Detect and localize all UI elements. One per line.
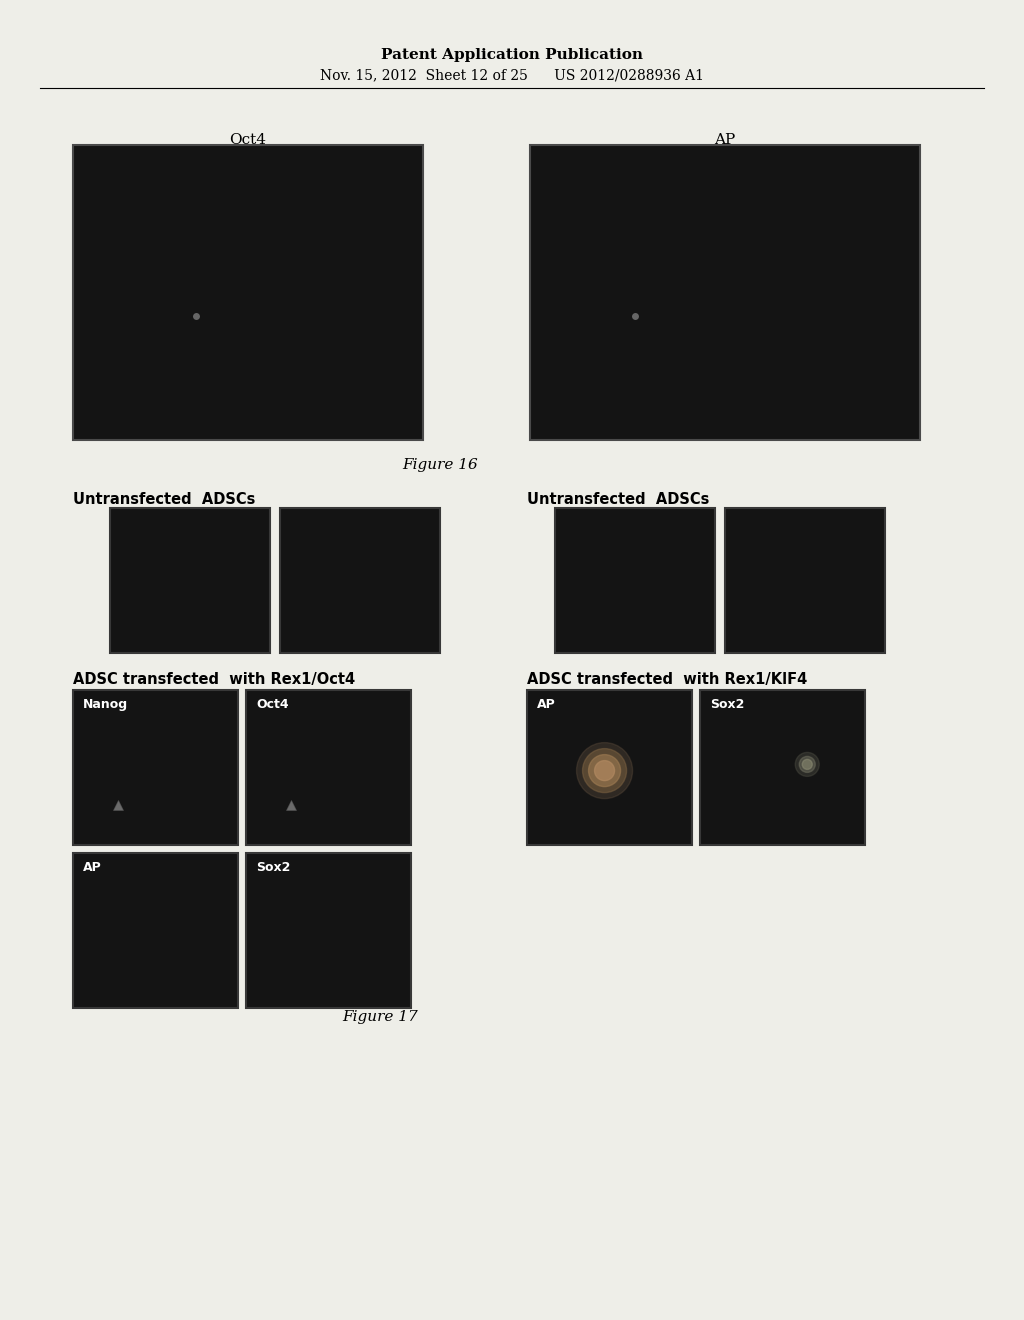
Text: Untransfected  ADSCs: Untransfected ADSCs (527, 492, 710, 507)
Circle shape (583, 748, 627, 792)
Bar (280, 508, 440, 653)
Text: ADSC transfected  with Rex1/Oct4: ADSC transfected with Rex1/Oct4 (73, 672, 355, 686)
Text: Nov. 15, 2012  Sheet 12 of 25      US 2012/0288936 A1: Nov. 15, 2012 Sheet 12 of 25 US 2012/028… (319, 69, 705, 82)
Text: Oct4: Oct4 (256, 698, 289, 711)
Circle shape (595, 760, 614, 780)
Text: Untransfected  ADSCs: Untransfected ADSCs (73, 492, 255, 507)
Text: Figure 16: Figure 16 (402, 458, 478, 473)
Text: ADSC transfected  with Rex1/KlF4: ADSC transfected with Rex1/KlF4 (527, 672, 807, 686)
Text: AP: AP (537, 698, 556, 711)
Bar (700, 690, 865, 845)
Bar (73, 145, 423, 440)
Text: AP: AP (715, 133, 735, 147)
Bar (527, 690, 692, 845)
Bar (73, 853, 238, 1008)
Bar (110, 508, 270, 653)
Text: Figure 17: Figure 17 (342, 1010, 418, 1024)
Bar (73, 690, 238, 845)
Bar (246, 690, 411, 845)
Circle shape (589, 755, 621, 787)
Text: AP: AP (83, 861, 101, 874)
Text: Sox2: Sox2 (256, 861, 291, 874)
Text: Nanog: Nanog (83, 698, 128, 711)
Text: Patent Application Publication: Patent Application Publication (381, 48, 643, 62)
Circle shape (577, 743, 633, 799)
Bar (246, 853, 411, 1008)
Circle shape (802, 759, 812, 770)
Bar (725, 508, 885, 653)
Circle shape (796, 752, 819, 776)
Bar (530, 145, 920, 440)
Text: Oct4: Oct4 (229, 133, 266, 147)
Bar (555, 508, 715, 653)
Text: Sox2: Sox2 (710, 698, 744, 711)
Circle shape (800, 756, 815, 772)
